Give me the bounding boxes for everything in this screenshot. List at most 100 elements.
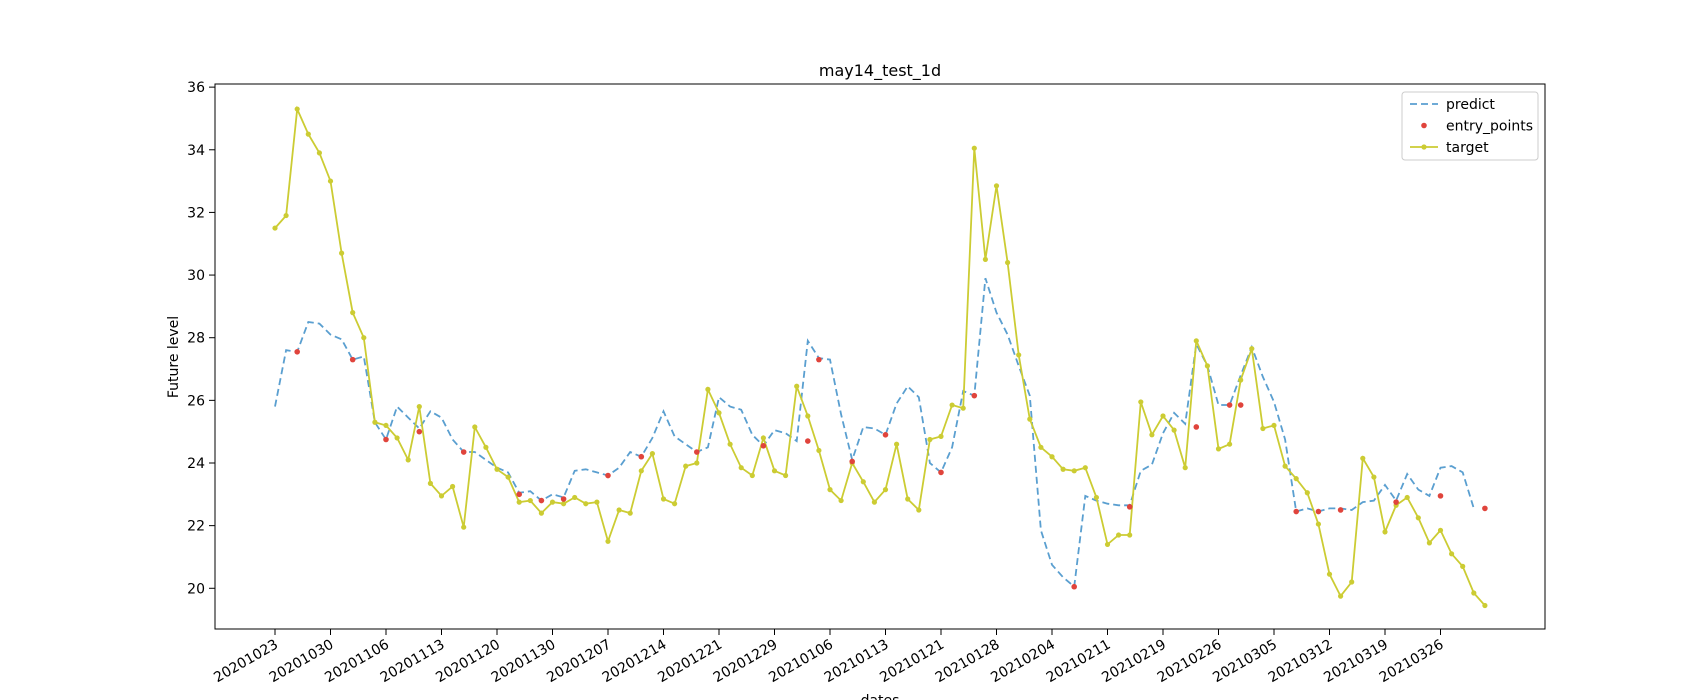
entry-point — [638, 453, 645, 460]
plot-area — [214, 83, 1546, 630]
target-point — [1227, 441, 1233, 447]
target-point — [272, 225, 278, 231]
target-point — [1260, 425, 1266, 432]
target-point — [1437, 527, 1444, 533]
target-point — [427, 480, 433, 486]
target-point — [1338, 593, 1344, 599]
target-point — [538, 510, 545, 516]
y-tick-label: 28 — [187, 331, 205, 347]
target-point — [1182, 465, 1188, 471]
target-point — [1460, 563, 1466, 569]
target-point — [816, 447, 822, 454]
target-point — [483, 444, 489, 450]
entry-point — [538, 497, 545, 504]
target-point — [572, 494, 578, 501]
target-point — [960, 405, 966, 411]
entry-point — [460, 449, 467, 455]
target-point — [871, 499, 878, 505]
target-point — [993, 183, 1000, 189]
entry-point — [1293, 508, 1299, 515]
target-point — [1326, 571, 1333, 577]
target-point — [305, 131, 311, 137]
entry-point — [1315, 508, 1322, 515]
target-point — [405, 457, 411, 463]
target-point — [1193, 338, 1199, 344]
entry-point — [1071, 583, 1077, 590]
legend-label: predict — [1446, 97, 1495, 113]
target-point — [350, 310, 356, 316]
target-point — [438, 493, 445, 499]
entry-point — [1237, 402, 1244, 408]
target-point — [1415, 515, 1421, 521]
target-point — [649, 450, 656, 457]
target-point — [749, 472, 755, 479]
target-point — [594, 499, 600, 505]
entry-point — [294, 349, 301, 355]
target-point — [1038, 444, 1044, 450]
legend-entry-points-swatch — [1421, 122, 1427, 129]
entry-point — [938, 469, 944, 476]
target-point — [327, 178, 334, 184]
target-point — [1060, 466, 1066, 472]
target-point — [882, 487, 889, 493]
entry-point — [849, 458, 855, 465]
target-point — [1282, 463, 1288, 469]
target-point — [605, 538, 611, 544]
target-point — [283, 212, 289, 219]
target-point — [1426, 540, 1432, 546]
target-point — [905, 496, 911, 502]
target-point — [1016, 352, 1022, 358]
target-point — [316, 150, 322, 156]
target-point — [894, 441, 900, 447]
entry-point — [605, 472, 611, 479]
target-point — [971, 145, 977, 151]
target-point — [383, 422, 389, 429]
target-point — [583, 501, 589, 507]
y-tick-label: 20 — [187, 581, 205, 597]
entry-point — [1482, 505, 1488, 512]
target-point — [794, 383, 800, 389]
entry-point — [516, 491, 522, 498]
target-point — [949, 402, 955, 408]
y-tick-label: 22 — [187, 519, 205, 535]
target-point — [672, 501, 678, 507]
target-point — [549, 499, 556, 505]
entry-point — [349, 356, 356, 363]
target-point — [1093, 494, 1099, 501]
target-point — [638, 468, 644, 474]
target-point — [838, 497, 844, 504]
entry-point — [1393, 499, 1399, 505]
target-point — [450, 483, 456, 490]
target-point — [1315, 521, 1321, 527]
target-point — [1005, 259, 1011, 266]
target-point — [472, 424, 478, 430]
entry-point — [971, 392, 978, 399]
target-point — [860, 479, 866, 485]
entry-point — [805, 438, 811, 444]
target-point — [1482, 602, 1488, 609]
target-point — [1027, 416, 1033, 422]
y-axis: 20 22 24 26 28 30 32 34 36 — [187, 80, 215, 597]
target-point — [1471, 590, 1477, 596]
target-point — [938, 433, 944, 439]
target-point — [1127, 532, 1133, 538]
legend-label: target — [1446, 140, 1489, 156]
target-point — [716, 410, 722, 416]
entry-point — [1126, 504, 1133, 510]
target-point — [694, 460, 700, 466]
target-point — [660, 496, 667, 502]
target-point — [1293, 476, 1299, 482]
target-point — [339, 250, 345, 256]
y-tick-label: 30 — [187, 268, 205, 284]
target-point — [705, 386, 711, 392]
target-point — [394, 435, 400, 441]
legend-target-marker — [1421, 144, 1427, 150]
y-tick-label: 34 — [187, 143, 205, 159]
target-point — [982, 256, 989, 263]
target-point — [738, 465, 744, 471]
legend-label: entry_points — [1446, 119, 1533, 135]
target-point — [616, 507, 622, 513]
target-point — [1249, 346, 1255, 352]
